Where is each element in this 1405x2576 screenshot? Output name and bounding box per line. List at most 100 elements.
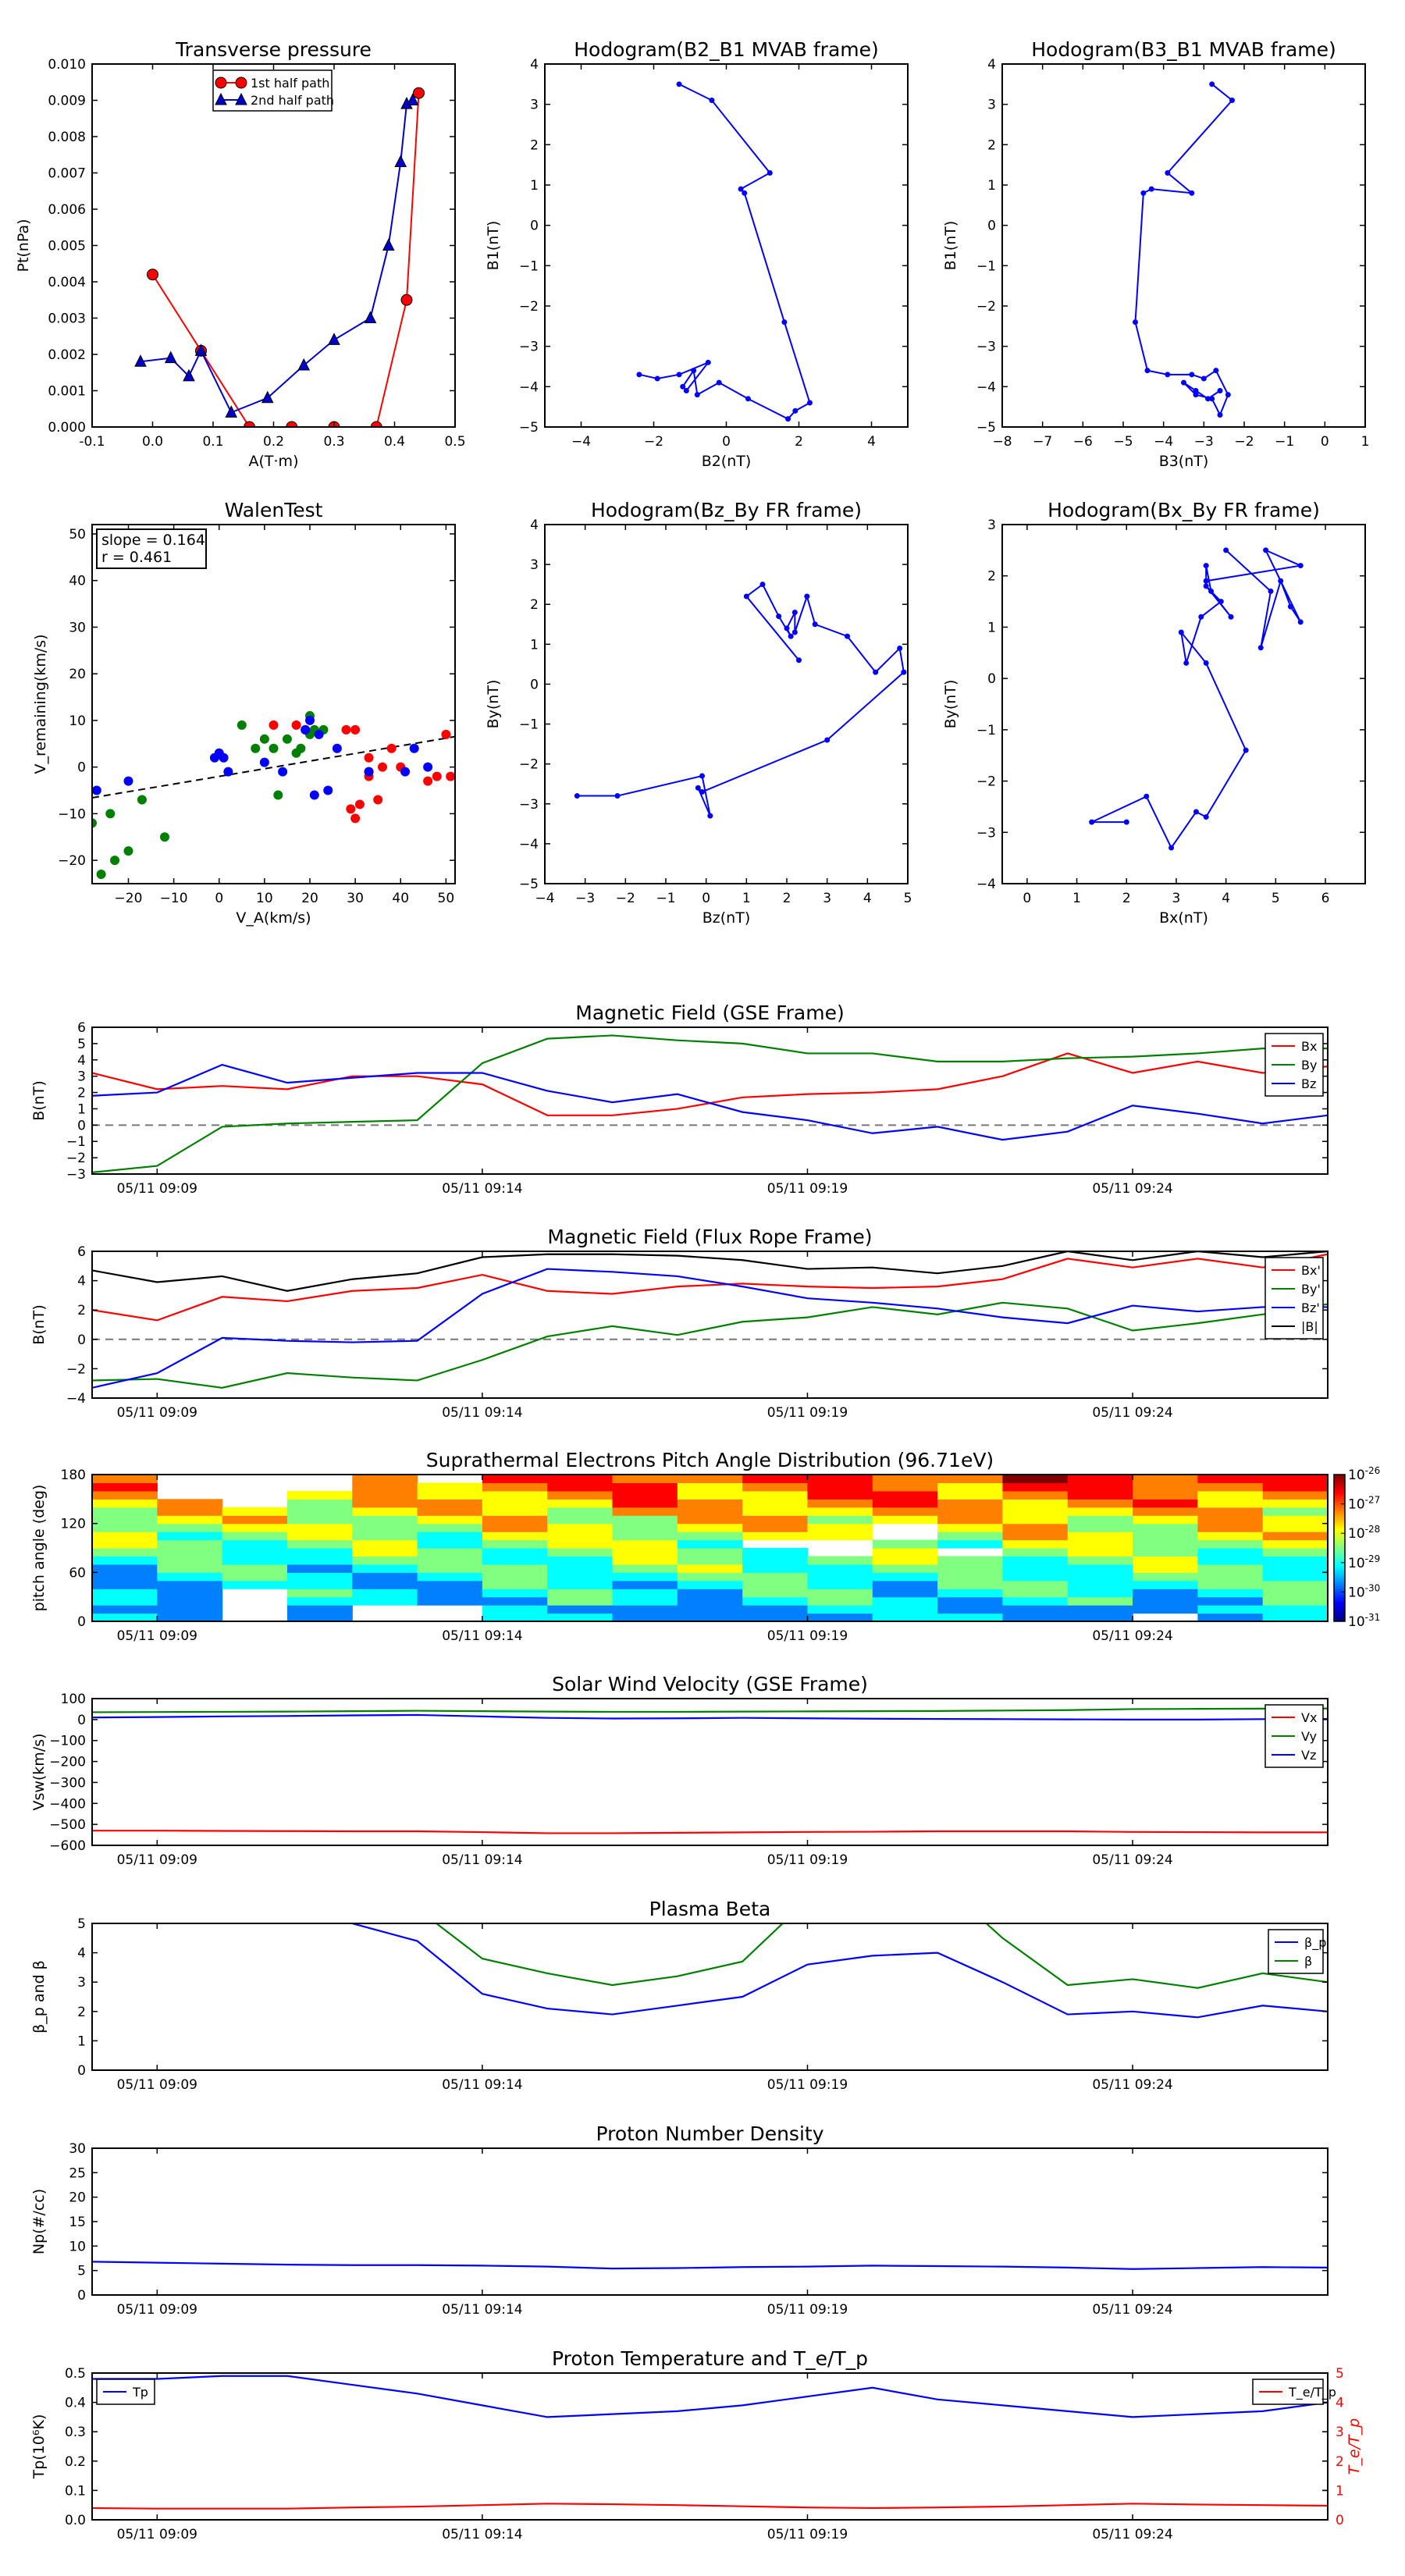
legend-label: 2nd half path bbox=[251, 93, 334, 108]
heatmap-cell bbox=[547, 1589, 614, 1598]
heatmap-cell bbox=[1133, 1596, 1198, 1606]
heatmap-cell bbox=[807, 1507, 873, 1516]
heatmap-cell bbox=[807, 1589, 873, 1598]
x-tick-label: 1 bbox=[742, 891, 751, 906]
heatmap-cell bbox=[547, 1532, 614, 1541]
heatmap-cell bbox=[482, 1564, 548, 1573]
heatmap-cell bbox=[677, 1548, 743, 1557]
x-tick-label: 3 bbox=[1172, 891, 1181, 906]
heatmap-cell bbox=[1067, 1613, 1133, 1622]
heatmap-cell bbox=[742, 1523, 809, 1532]
y-tick-label: −5 bbox=[519, 420, 539, 436]
data-point bbox=[225, 405, 238, 418]
heatmap-cell bbox=[807, 1482, 873, 1492]
heatmap-cell bbox=[352, 1596, 418, 1606]
heatmap-cell bbox=[417, 1507, 483, 1516]
data-point bbox=[695, 785, 701, 791]
data-point bbox=[251, 743, 261, 753]
heatmap-cell bbox=[92, 1605, 158, 1614]
heatmap-cell bbox=[807, 1596, 873, 1606]
data-point bbox=[897, 645, 903, 651]
y-tick-label: 0.007 bbox=[48, 166, 86, 182]
heatmap-cell bbox=[1197, 1548, 1264, 1557]
data-point bbox=[432, 771, 442, 781]
data-point bbox=[1189, 190, 1195, 196]
heatmap-cell bbox=[1133, 1499, 1198, 1508]
heatmap-cell bbox=[157, 1556, 223, 1565]
y-tick-label: 0 bbox=[77, 1614, 86, 1630]
y-tick-label: 3 bbox=[987, 518, 996, 533]
x-tick-label: 05/11 09:19 bbox=[767, 1628, 848, 1644]
y-tick-label: 4 bbox=[987, 57, 996, 73]
y-tick-label: 2 bbox=[530, 597, 539, 613]
data-point bbox=[406, 93, 419, 105]
x-tick-label: 05/11 09:19 bbox=[767, 1181, 848, 1197]
heatmap-cell bbox=[1133, 1532, 1198, 1541]
y-tick-label: 5 bbox=[77, 1037, 86, 1052]
y-tick-label: 0 bbox=[530, 677, 539, 692]
legend-label: 1st half path bbox=[251, 76, 329, 91]
x-tick-label: 1 bbox=[1072, 891, 1081, 906]
data-point bbox=[350, 813, 361, 824]
heatmap-cell bbox=[872, 1482, 938, 1492]
heatmap-cell bbox=[352, 1532, 418, 1541]
heatmap-cell bbox=[417, 1580, 483, 1589]
heatmap-cell bbox=[1133, 1490, 1198, 1500]
plot-border bbox=[91, 1923, 1329, 2071]
heatmap-cell bbox=[1002, 1507, 1069, 1516]
heatmap-cell bbox=[1262, 1605, 1329, 1614]
heatmap-cell bbox=[1002, 1556, 1069, 1565]
panel-9: Solar Wind Velocity (GSE Frame) 05/11 09:… bbox=[30, 1673, 1329, 1868]
y-tick-label: −600 bbox=[49, 1838, 86, 1854]
chart-title: Plasma Beta bbox=[649, 1898, 771, 1920]
x-tick-label: 05/11 09:19 bbox=[767, 1852, 848, 1868]
y-axis-label: By(nT) bbox=[485, 680, 502, 729]
legend-box bbox=[1268, 1929, 1324, 1974]
heatmap-cell bbox=[417, 1523, 483, 1532]
panel-6: Magnetic Field (GSE Frame) 05/11 09:09 05/… bbox=[30, 1002, 1329, 1197]
data-point bbox=[1165, 170, 1171, 176]
series-line-1 bbox=[92, 1301, 1328, 1389]
x-tick-label: 50 bbox=[438, 891, 455, 906]
data-point bbox=[776, 614, 782, 620]
data-point bbox=[1278, 578, 1284, 584]
data-point bbox=[1203, 814, 1209, 820]
data-point bbox=[105, 809, 116, 819]
heatmap-cell bbox=[547, 1613, 614, 1622]
heatmap-cell bbox=[482, 1523, 548, 1532]
legend-label: |B| bbox=[1301, 1319, 1318, 1334]
heatmap-cell bbox=[807, 1605, 873, 1614]
heatmap-cell bbox=[547, 1580, 614, 1589]
y-tick-label: 30 bbox=[69, 620, 86, 635]
data-point bbox=[709, 98, 715, 103]
y-tick-label: 4 bbox=[77, 1946, 86, 1962]
heatmap-cell bbox=[417, 1556, 483, 1565]
heatmap-cell bbox=[937, 1507, 1004, 1516]
x-tick-label: 0 bbox=[1023, 891, 1031, 906]
legend-label: T_e/T_p bbox=[1288, 2385, 1336, 2400]
heatmap-cell bbox=[677, 1523, 743, 1532]
x-tick-label: 0.4 bbox=[384, 434, 405, 450]
heatmap-cell bbox=[482, 1475, 548, 1484]
y-tick-label: −1 bbox=[519, 717, 539, 733]
data-point bbox=[791, 629, 798, 635]
heatmap-cell bbox=[92, 1482, 158, 1492]
heatmap-cell bbox=[612, 1572, 678, 1582]
heatmap-cell bbox=[807, 1490, 873, 1500]
heatmap-cell bbox=[1133, 1605, 1198, 1614]
y-tick-label: 0.4 bbox=[65, 2396, 86, 2411]
heatmap-cell bbox=[872, 1499, 938, 1508]
data-point bbox=[261, 390, 274, 404]
heatmap-cell bbox=[1197, 1523, 1264, 1532]
data-point bbox=[1213, 368, 1219, 374]
y-tick-label: 0 bbox=[530, 219, 539, 234]
y-tick-label: 1 bbox=[987, 620, 996, 635]
data-point bbox=[845, 633, 850, 639]
plot-border bbox=[91, 2372, 1329, 2521]
data-point bbox=[699, 788, 705, 795]
y-tick-label: 0.004 bbox=[48, 275, 86, 290]
heatmap-cell bbox=[937, 1589, 1004, 1598]
y-tick-label: 3 bbox=[1336, 2425, 1344, 2440]
y-tick-label: −3 bbox=[976, 825, 996, 841]
